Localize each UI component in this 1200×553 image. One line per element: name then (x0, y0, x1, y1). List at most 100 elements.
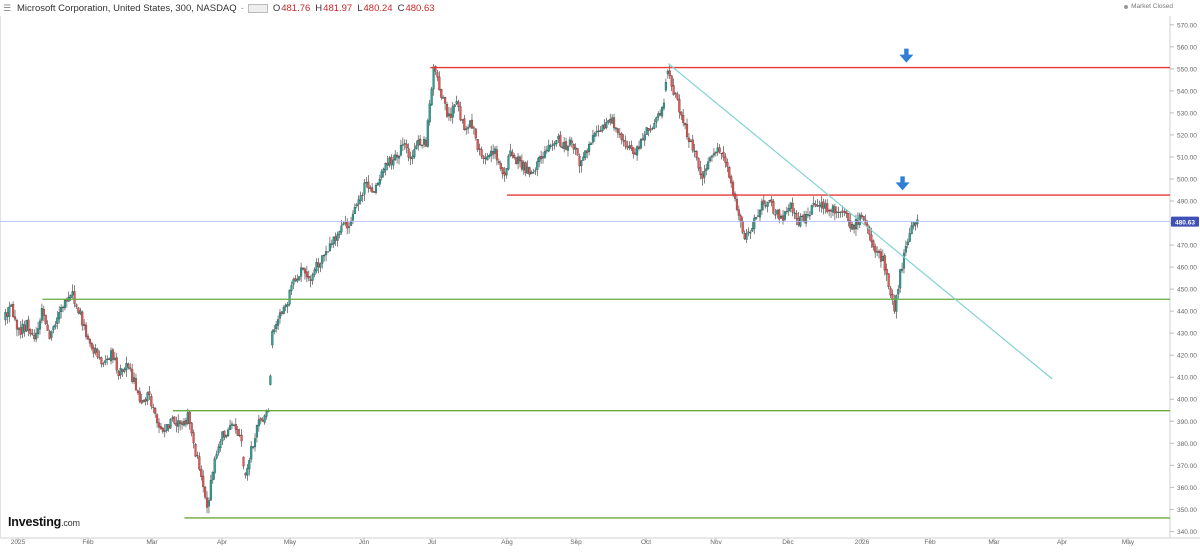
candle-body (493, 148, 497, 154)
candle-body (113, 357, 116, 360)
candle-body (593, 132, 596, 137)
x-tick-label: Apr (1057, 539, 1068, 546)
candle-body (603, 124, 606, 129)
candle-body (234, 424, 237, 430)
ohlc-low-label: L (357, 2, 363, 14)
candle (661, 106, 664, 119)
x-tick-label: Dec (782, 539, 794, 546)
candle-body (96, 349, 99, 358)
candle (363, 178, 366, 202)
candle-body (150, 395, 153, 407)
candle-body (568, 139, 571, 146)
arrow-stem (904, 48, 909, 56)
candle (263, 414, 266, 425)
candle-body (52, 326, 55, 331)
candle-body (518, 156, 522, 162)
candle (405, 139, 408, 154)
candle (511, 149, 514, 159)
candle-body (121, 369, 124, 372)
candle-body (232, 425, 235, 427)
candle (348, 222, 351, 234)
candle (897, 284, 900, 299)
candle-body (317, 262, 320, 268)
candle-body (753, 217, 756, 229)
candle-body (227, 429, 230, 436)
series-swatch-icon[interactable] (247, 3, 268, 13)
candle (31, 328, 34, 336)
candle-body (724, 156, 727, 163)
candle (35, 327, 38, 343)
candle-body (582, 156, 585, 161)
candle-body (528, 167, 531, 175)
candle-body (92, 347, 95, 354)
candle-body (33, 335, 36, 339)
candle-body (392, 159, 395, 166)
candle-body (637, 146, 641, 149)
candle (589, 142, 593, 146)
candle (179, 420, 182, 431)
candle-body (144, 399, 147, 402)
y-tick-label: 360.00 (1177, 485, 1197, 492)
candle-body (259, 418, 262, 421)
candle (255, 424, 258, 443)
candle-body (737, 209, 740, 216)
candle-body (409, 157, 412, 159)
candle-body (661, 107, 664, 117)
candle (252, 446, 255, 450)
candle (833, 203, 836, 221)
candle-body (472, 127, 475, 129)
candle (707, 157, 710, 170)
x-tick-label: Sep (570, 539, 582, 546)
candle-body (601, 125, 604, 131)
candle-body (397, 156, 401, 159)
candle (639, 138, 642, 150)
candle-body (578, 156, 581, 167)
candle-body (682, 115, 685, 123)
candle-body (361, 194, 364, 197)
menu-icon[interactable]: ☰ (3, 3, 12, 13)
candle-body (31, 333, 34, 335)
candle-body (348, 226, 351, 228)
ohlc-low-value: 480.24 (363, 2, 393, 14)
candle-body (415, 145, 418, 150)
candle-body (549, 145, 552, 147)
candle (841, 205, 844, 218)
candle-body (463, 118, 466, 131)
arrow-stem (900, 176, 905, 184)
candle-body (442, 97, 445, 99)
candle (275, 320, 278, 333)
candle-body (351, 213, 354, 221)
candle (902, 248, 906, 274)
candle (15, 318, 18, 337)
candle-body (591, 135, 594, 143)
candle-body (75, 304, 78, 307)
candle-body (697, 157, 700, 169)
candle-body (253, 438, 257, 448)
candle-body (845, 210, 848, 214)
candle (207, 497, 210, 514)
candle (58, 306, 61, 324)
candle-body (156, 414, 159, 424)
candle-body (701, 173, 704, 179)
y-tick-label: 450.00 (1177, 287, 1197, 294)
candle (774, 209, 777, 220)
candle-body (186, 412, 189, 424)
candle (770, 196, 773, 207)
candle (565, 137, 568, 151)
candle (593, 131, 596, 143)
candle-body (816, 205, 819, 207)
candle (13, 309, 17, 322)
candle-body (230, 423, 234, 426)
candle (566, 144, 570, 157)
candle (371, 183, 374, 193)
y-tick-label: 350.00 (1177, 507, 1197, 514)
candle-body (447, 113, 450, 117)
candle-body (553, 143, 556, 146)
candle (451, 101, 454, 124)
candle-body (497, 161, 500, 163)
candle (397, 154, 401, 165)
y-tick-label: 460.00 (1177, 265, 1197, 272)
candle (860, 212, 863, 219)
candle (56, 311, 59, 330)
